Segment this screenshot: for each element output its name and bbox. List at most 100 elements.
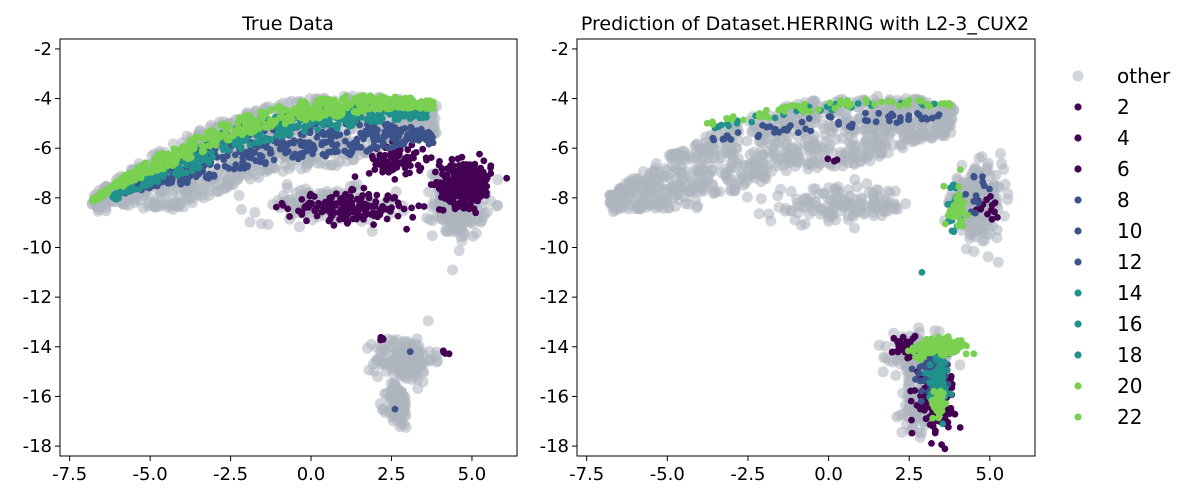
- data-point-other: [620, 178, 632, 189]
- data-point-2: [445, 350, 453, 358]
- data-point-2: [487, 164, 494, 172]
- data-point-20: [402, 94, 409, 102]
- data-point-16: [174, 171, 182, 179]
- data-point-other: [815, 208, 826, 220]
- data-point-other: [943, 120, 955, 132]
- data-point-2: [438, 193, 445, 201]
- data-point-2: [337, 206, 345, 214]
- data-point-2: [432, 168, 439, 176]
- data-point-other: [302, 208, 314, 220]
- data-point-10: [355, 143, 362, 151]
- data-point-other: [888, 327, 900, 339]
- data-point-10: [256, 152, 264, 159]
- data-point-other: [608, 190, 620, 202]
- data-point-20: [278, 108, 286, 116]
- data-point-2: [322, 198, 329, 206]
- data-point-10: [303, 147, 310, 155]
- data-point-2: [400, 205, 408, 213]
- data-point-2: [362, 204, 370, 212]
- data-point-10: [407, 123, 415, 131]
- data-point-20: [139, 169, 147, 177]
- data-point-2: [394, 212, 402, 220]
- data-point-2: [369, 155, 377, 163]
- data-point-other: [325, 159, 337, 171]
- data-point-other: [372, 371, 384, 383]
- data-point-other: [413, 347, 424, 359]
- data-point-10: [370, 137, 378, 145]
- data-point-other: [379, 358, 391, 370]
- data-point-2: [447, 184, 455, 192]
- data-point-other: [678, 171, 690, 183]
- data-point-20: [316, 101, 323, 109]
- data-point-2: [348, 199, 355, 206]
- data-point-other: [673, 147, 685, 159]
- data-point-20: [251, 127, 259, 135]
- data-point-10: [176, 178, 184, 186]
- data-point-other: [725, 162, 737, 174]
- data-point-other: [728, 153, 739, 165]
- data-point-2: [286, 213, 293, 220]
- data-point-2: [328, 211, 335, 219]
- data-point-other: [811, 162, 823, 174]
- data-point-other: [365, 338, 377, 350]
- data-point-other: [262, 218, 274, 230]
- data-point-10: [416, 135, 423, 143]
- data-point-other: [746, 126, 758, 137]
- data-point-2: [383, 215, 391, 223]
- data-point-16: [183, 161, 191, 169]
- data-point-other: [981, 164, 993, 176]
- data-point-16: [375, 115, 382, 123]
- data-point-16: [347, 113, 354, 121]
- data-point-2: [477, 174, 484, 182]
- data-point-2: [480, 157, 488, 165]
- data-point-other: [707, 165, 718, 177]
- data-point-10: [282, 149, 289, 157]
- data-point-other: [709, 149, 721, 160]
- data-point-2: [339, 200, 346, 208]
- data-point-other: [149, 193, 161, 205]
- data-point-20: [417, 98, 425, 105]
- data-point-20: [131, 176, 139, 184]
- data-point-other: [844, 197, 855, 209]
- data-point-2: [483, 174, 491, 182]
- data-point-10: [327, 148, 334, 156]
- data-point-10: [219, 153, 227, 161]
- data-point-other: [824, 125, 836, 137]
- data-point-2: [367, 211, 375, 218]
- data-point-2: [416, 167, 423, 175]
- data-point-10: [230, 165, 238, 173]
- data-point-20: [379, 93, 387, 101]
- data-point-2: [463, 181, 471, 189]
- data-point-2: [408, 204, 415, 212]
- data-point-other: [691, 202, 703, 214]
- data-point-other: [316, 188, 328, 199]
- data-point-other: [954, 359, 966, 371]
- data-point-10: [295, 155, 302, 163]
- data-point-other: [800, 195, 812, 207]
- data-point-20: [116, 177, 123, 185]
- data-point-2: [384, 192, 392, 200]
- data-point-other: [684, 149, 695, 161]
- data-point-other: [851, 181, 863, 193]
- data-point-16: [188, 167, 196, 175]
- data-point-16: [148, 175, 155, 183]
- data-point-other: [848, 140, 860, 152]
- data-point-20: [273, 104, 280, 112]
- data-point-10: [306, 129, 314, 137]
- data-point-other: [763, 208, 775, 220]
- data-point-other: [990, 169, 1002, 181]
- data-point-other: [810, 199, 822, 211]
- data-point-20: [284, 106, 291, 114]
- data-point-2: [365, 194, 373, 202]
- data-point-16: [396, 113, 404, 121]
- data-point-10: [413, 127, 421, 134]
- data-point-10: [247, 147, 255, 155]
- data-point-10: [244, 162, 252, 170]
- data-point-20: [145, 167, 152, 175]
- data-point-other: [869, 132, 881, 144]
- data-point-2: [304, 201, 311, 209]
- y-tick-label: -6: [34, 138, 52, 159]
- data-point-10: [280, 142, 287, 150]
- data-point-other: [991, 232, 1003, 244]
- data-point-other: [700, 131, 712, 143]
